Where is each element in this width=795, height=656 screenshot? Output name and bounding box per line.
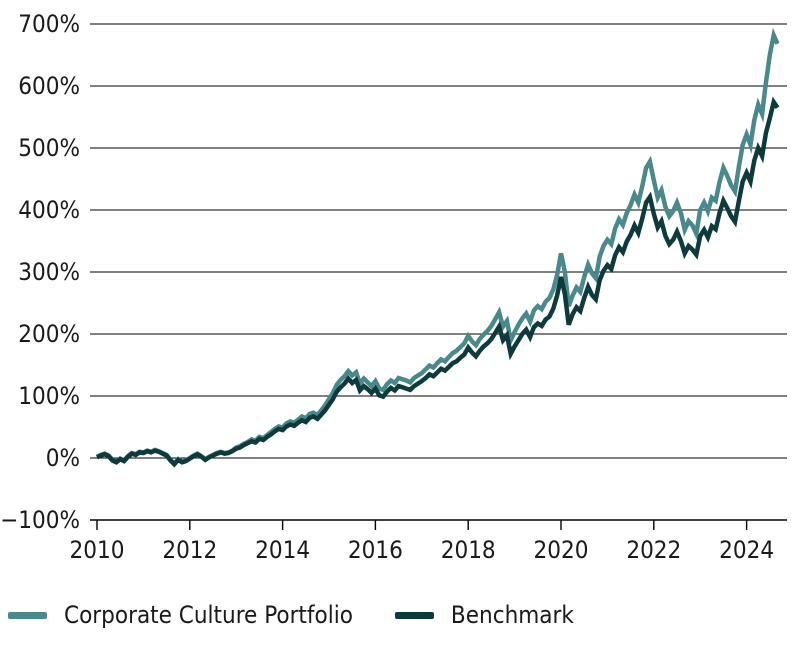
- performance-line-chart: −100% 0% 100% 200% 300% 400% 500% 600% 700% 2010…: [0, 10, 787, 564]
- y-tick-label-300: 300%: [18, 258, 80, 286]
- y-tick-label-400: 400%: [18, 196, 80, 224]
- portfolio-line-swatch: [8, 611, 47, 619]
- x-tick-label-2022: 2022: [626, 536, 681, 564]
- y-tick-label--100: −100%: [0, 506, 80, 534]
- x-axis-labels: 2010 2012 2014 2016 2018 2020 2022 2024: [70, 536, 775, 564]
- legend-item-benchmark: Benchmark: [394, 601, 574, 629]
- chart-legend: Corporate Culture Portfolio Benchmark: [0, 601, 795, 629]
- y-tick-label-500: 500%: [18, 134, 80, 162]
- y-tick-label-100: 100%: [18, 382, 80, 410]
- series-lines: [96, 27, 780, 468]
- benchmark-line-swatch: [394, 611, 434, 619]
- benchmark-legend-label: Benchmark: [450, 601, 574, 629]
- x-tick-label-2020: 2020: [534, 536, 589, 564]
- legend-item-portfolio: Corporate Culture Portfolio: [8, 601, 353, 629]
- y-tick-label-700: 700%: [18, 10, 80, 38]
- y-tick-label-0: 0%: [46, 444, 80, 472]
- y-gridlines: [90, 23, 787, 459]
- series-line-portfolio: [96, 27, 780, 467]
- y-tick-label-600: 600%: [18, 72, 80, 100]
- x-tick-label-2018: 2018: [441, 536, 496, 564]
- portfolio-legend-label: Corporate Culture Portfolio: [64, 601, 353, 629]
- y-axis-labels: −100% 0% 100% 200% 300% 400% 500% 600% 700%: [0, 10, 80, 534]
- series-line-benchmark: [96, 96, 780, 468]
- x-tick-label-2010: 2010: [70, 536, 125, 564]
- x-tick-label-2014: 2014: [255, 536, 310, 564]
- x-tick-label-2016: 2016: [348, 536, 403, 564]
- x-tick-label-2012: 2012: [162, 536, 217, 564]
- x-axis: [90, 519, 787, 530]
- y-tick-label-200: 200%: [18, 320, 80, 348]
- x-tick-label-2024: 2024: [719, 536, 774, 564]
